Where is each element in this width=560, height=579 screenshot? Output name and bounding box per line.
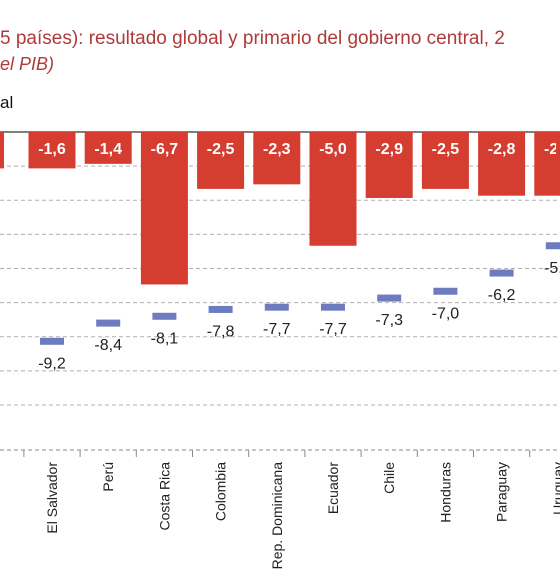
category-label: Honduras — [437, 462, 453, 523]
category-label: Colombia — [213, 462, 229, 521]
marker-value-label: -7,0 — [432, 305, 460, 322]
marker-value-label: -6,2 — [488, 287, 516, 304]
marker-value-label: -5,0 — [544, 260, 560, 277]
bar-value-label: -2,5 — [207, 141, 235, 158]
bar-value-label: -1,6 — [38, 141, 66, 158]
bar — [421, 132, 469, 189]
marker-value-label: -7,8 — [207, 323, 235, 340]
marker — [264, 303, 289, 311]
category-label: Rep. Dominicana — [269, 462, 285, 570]
category-label: Uruguay — [550, 462, 560, 515]
marker — [545, 242, 560, 250]
bar-value-label: -5,0 — [319, 141, 347, 158]
category-label: El Salvador — [44, 462, 60, 534]
marker — [208, 305, 233, 313]
marker — [321, 303, 345, 311]
bar-value-label: -2,9 — [375, 141, 403, 158]
marker — [433, 287, 458, 295]
bar — [478, 132, 526, 196]
marker — [377, 294, 402, 302]
marker-value-label: -7,3 — [375, 312, 403, 329]
category-label: Paraguay — [494, 462, 510, 522]
marker-value-label: -7,7 — [319, 321, 347, 338]
marker-value-label: -8,4 — [94, 337, 122, 354]
marker-value-label: -9,2 — [38, 355, 66, 372]
bar — [309, 132, 357, 246]
category-label: Chile — [381, 462, 397, 494]
bar — [28, 132, 76, 169]
chart-title: 5 países): resultado global y primario d… — [0, 28, 505, 49]
marker-value-label: -7,7 — [263, 321, 291, 338]
category-label: Perú — [100, 462, 116, 492]
bar — [140, 132, 188, 285]
bar-value-label: -2,5 — [432, 141, 460, 158]
bar — [197, 132, 245, 189]
marker-value-label: -8,1 — [151, 330, 179, 347]
bar — [534, 132, 560, 196]
marker — [489, 269, 514, 277]
bar — [365, 132, 413, 198]
marker — [40, 337, 64, 345]
chart-subtitle: el PIB) — [0, 54, 55, 74]
bar-partial-left — [0, 132, 4, 169]
bar-partial-right — [556, 132, 560, 176]
bar-value-label: -1,4 — [94, 141, 122, 158]
category-label: Costa Rica — [156, 462, 172, 531]
marker — [152, 312, 177, 320]
category-label: Ecuador — [325, 462, 341, 514]
series-label: al — [0, 93, 14, 112]
bar-value-label: -2,3 — [263, 141, 291, 158]
bar-value-label: -6,7 — [151, 141, 179, 158]
bar — [253, 132, 301, 185]
bar — [84, 132, 132, 164]
bar-value-label: -2,8 — [488, 141, 516, 158]
marker — [96, 319, 121, 327]
